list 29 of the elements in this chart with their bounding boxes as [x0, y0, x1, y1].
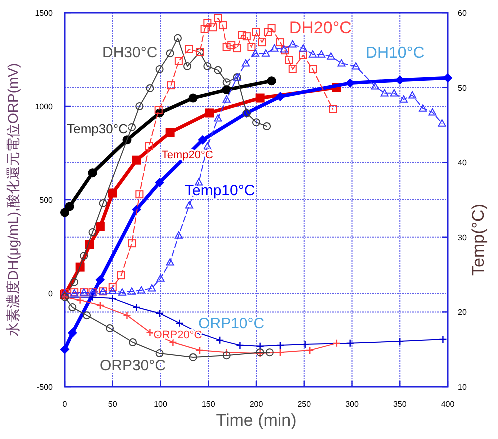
- x-tick-label: 350: [393, 400, 408, 409]
- y2-tick-label: 10: [458, 383, 468, 392]
- series-label: DH30°C: [102, 44, 158, 62]
- x-tick-label: 50: [108, 400, 118, 409]
- series-label: DH10°C: [366, 45, 425, 62]
- x-tick-label: 300: [346, 400, 360, 409]
- y-tick-label: 1500: [35, 9, 54, 18]
- y-tick-label: 1000: [35, 102, 54, 112]
- x-tick-label: 0: [62, 400, 68, 409]
- y-axis-title: 水素濃度DH(μg/mL),酸化還元電位ORP(mV): [5, 63, 21, 337]
- y2-tick-label: 50: [458, 84, 468, 93]
- series-label: Temp30°C: [67, 121, 128, 136]
- y-tick-label: 500: [40, 196, 54, 205]
- y-tick-label: -500: [36, 383, 54, 392]
- y2-tick-label: 60: [458, 9, 468, 18]
- y2-tick-label: 20: [458, 308, 468, 318]
- x-tick-label: 200: [250, 400, 264, 409]
- series-label: Temp10°C: [185, 182, 256, 200]
- x-tick-label: 100: [154, 400, 168, 409]
- y-tick-label: 0: [48, 290, 54, 298]
- y2-tick-label: 40: [458, 158, 468, 168]
- series-label: ORP30°C: [100, 358, 166, 375]
- y2-axis-title: Temp(°C): [469, 204, 488, 276]
- x-axis-title: Time (min): [216, 411, 297, 430]
- series-label: DH20°C: [289, 18, 352, 38]
- y2-tick-label: 30: [458, 233, 468, 242]
- x-tick-label: 400: [441, 400, 456, 409]
- x-tick-label: 250: [298, 400, 312, 409]
- x-tick-label: 150: [202, 400, 216, 409]
